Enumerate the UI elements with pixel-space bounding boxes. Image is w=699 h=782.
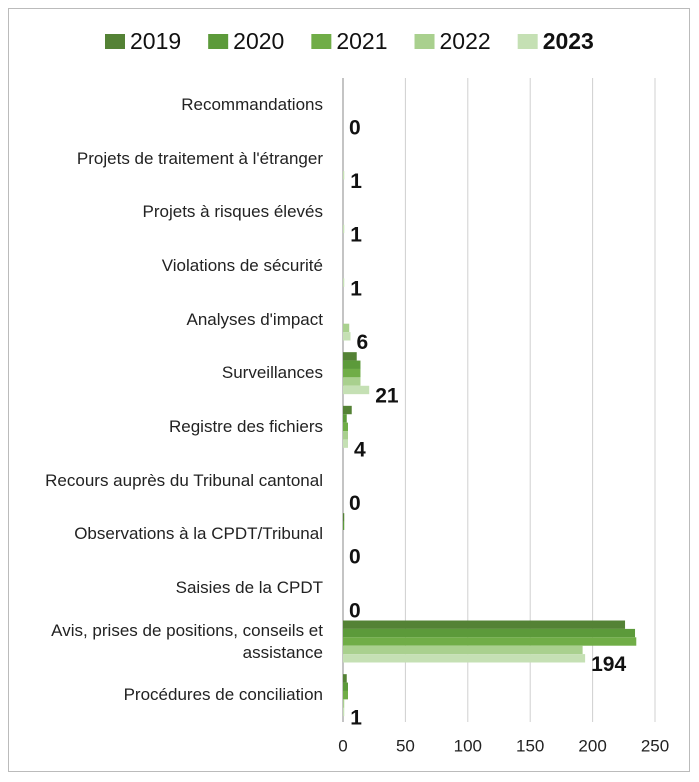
bar xyxy=(343,224,345,234)
legend-label: 2019 xyxy=(130,28,181,54)
data-label: 1 xyxy=(350,170,362,193)
legend-swatch xyxy=(208,34,229,49)
bar xyxy=(343,707,345,717)
bar xyxy=(343,513,345,522)
bar xyxy=(343,645,583,655)
bar xyxy=(343,690,348,700)
bar xyxy=(343,699,345,708)
legend-label: 2021 xyxy=(336,28,387,54)
x-tick-label: 150 xyxy=(516,736,544,755)
x-tick-label: 50 xyxy=(396,736,415,755)
y-tick-label: Recours auprès du Tribunal cantonal xyxy=(45,470,323,490)
bar xyxy=(343,368,361,378)
data-label: 0 xyxy=(349,599,361,622)
bar xyxy=(343,278,345,287)
bar xyxy=(343,405,352,415)
y-tick-label: Observations à la CPDT/Tribunal xyxy=(74,524,323,544)
legend-label: 2023 xyxy=(543,28,594,54)
data-label: 4 xyxy=(354,438,366,461)
y-tick-label: Procédures de conciliation xyxy=(123,685,323,705)
y-tick-label: Surveillances xyxy=(221,363,323,383)
bar xyxy=(343,171,345,180)
legend-swatch xyxy=(414,34,435,49)
bar xyxy=(343,422,348,432)
y-tick-label: Avis, prises de positions, conseils et a… xyxy=(51,620,323,662)
data-label: 6 xyxy=(356,331,368,354)
data-label: 1 xyxy=(350,707,362,730)
bar xyxy=(343,414,347,423)
y-tick-label: Saisies de la CPDT xyxy=(175,577,323,597)
bar xyxy=(343,620,626,629)
bar xyxy=(343,323,350,333)
bar xyxy=(343,682,348,691)
legend-label: 2022 xyxy=(440,28,491,54)
data-label: 194 xyxy=(591,653,626,676)
bar xyxy=(343,360,361,369)
data-label: 0 xyxy=(349,116,361,139)
data-label: 0 xyxy=(349,546,361,569)
data-label: 0 xyxy=(349,492,361,515)
y-tick-label: Analyses d'impact xyxy=(186,309,323,329)
y-tick-label: Violations de sécurité xyxy=(161,255,323,275)
bar xyxy=(343,637,637,646)
bar xyxy=(343,431,348,440)
y-tick-label: Registre des fichiers xyxy=(168,416,323,436)
data-label: 1 xyxy=(350,277,362,300)
bar xyxy=(343,377,361,386)
x-tick-label: 200 xyxy=(578,736,606,755)
legend-swatch xyxy=(105,34,125,49)
x-tick-label: 0 xyxy=(338,736,347,755)
data-label: 1 xyxy=(350,224,362,247)
bar xyxy=(343,385,370,395)
y-tick-label: Recommandations xyxy=(181,94,323,114)
bar xyxy=(343,521,345,530)
y-tick-label: Projets à risques élevés xyxy=(142,202,323,222)
y-tick-label: Projets de traitement à l'étranger xyxy=(76,148,323,168)
bar xyxy=(343,332,351,341)
bar xyxy=(343,628,636,638)
legend-swatch xyxy=(311,34,332,49)
bar xyxy=(343,674,347,683)
legend-label: 2020 xyxy=(233,28,284,54)
bar xyxy=(343,352,357,361)
x-tick-label: 250 xyxy=(641,736,669,755)
data-label: 21 xyxy=(375,385,399,408)
bar xyxy=(343,439,348,448)
bar xyxy=(343,654,586,663)
x-tick-label: 100 xyxy=(454,736,482,755)
legend-swatch xyxy=(517,34,538,49)
